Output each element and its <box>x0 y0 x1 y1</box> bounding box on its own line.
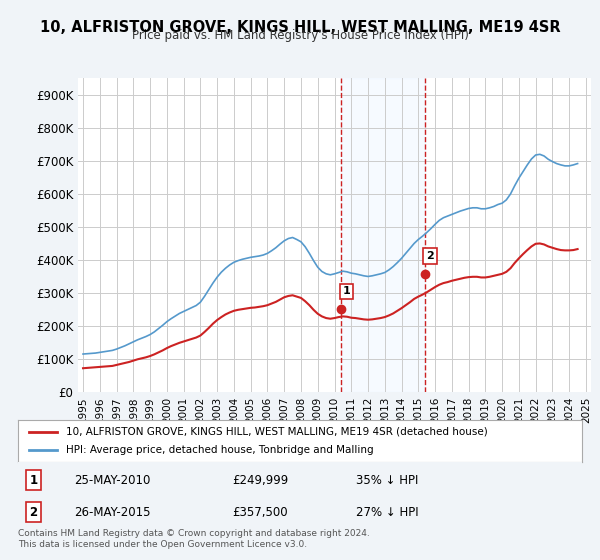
Text: 27% ↓ HPI: 27% ↓ HPI <box>356 506 419 519</box>
Text: 35% ↓ HPI: 35% ↓ HPI <box>356 474 419 487</box>
Text: £357,500: £357,500 <box>232 506 288 519</box>
Text: HPI: Average price, detached house, Tonbridge and Malling: HPI: Average price, detached house, Tonb… <box>66 445 374 455</box>
Bar <box>341 78 425 392</box>
Text: 25-MAY-2010: 25-MAY-2010 <box>74 474 151 487</box>
Text: £249,999: £249,999 <box>232 474 289 487</box>
Text: 1: 1 <box>343 286 350 296</box>
Text: 2: 2 <box>29 506 37 519</box>
Text: Price paid vs. HM Land Registry's House Price Index (HPI): Price paid vs. HM Land Registry's House … <box>131 29 469 42</box>
Text: 2: 2 <box>426 251 434 261</box>
Text: 10, ALFRISTON GROVE, KINGS HILL, WEST MALLING, ME19 4SR (detached house): 10, ALFRISTON GROVE, KINGS HILL, WEST MA… <box>66 427 488 437</box>
Text: Contains HM Land Registry data © Crown copyright and database right 2024.
This d: Contains HM Land Registry data © Crown c… <box>18 529 370 549</box>
Text: 1: 1 <box>29 474 37 487</box>
Text: 26-MAY-2015: 26-MAY-2015 <box>74 506 151 519</box>
Text: 10, ALFRISTON GROVE, KINGS HILL, WEST MALLING, ME19 4SR: 10, ALFRISTON GROVE, KINGS HILL, WEST MA… <box>40 20 560 35</box>
